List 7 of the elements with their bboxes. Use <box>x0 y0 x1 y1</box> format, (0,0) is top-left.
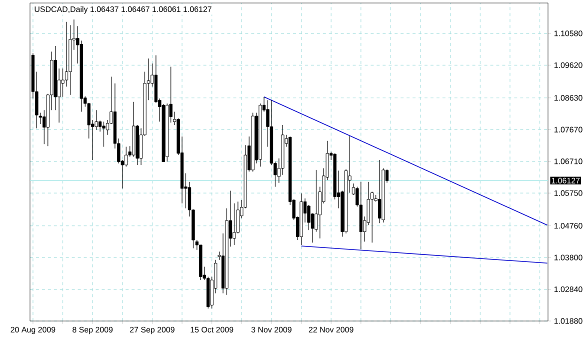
candlestick <box>102 121 106 148</box>
candlestick <box>98 120 102 132</box>
candlestick <box>64 22 68 87</box>
candlestick <box>378 160 382 224</box>
candlestick <box>232 203 236 246</box>
candlestick <box>370 191 374 243</box>
candlestick <box>124 146 128 167</box>
